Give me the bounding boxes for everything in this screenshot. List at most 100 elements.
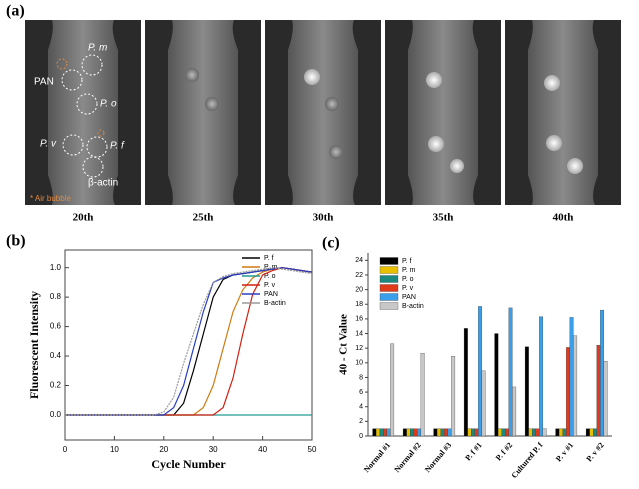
y-tick-label: 8 <box>359 374 363 381</box>
legend-label: P. v <box>402 285 414 292</box>
panel-label: (c) <box>322 235 340 252</box>
well <box>81 54 103 76</box>
bar <box>528 428 533 437</box>
legend-label: P. o <box>264 273 276 280</box>
bar <box>447 428 452 437</box>
x-tick-label: 0 <box>63 445 68 454</box>
spot <box>329 145 343 159</box>
frame-label: 20th <box>73 212 94 224</box>
legend-label: P. f <box>402 258 412 265</box>
spot <box>185 68 199 82</box>
bar <box>410 428 414 437</box>
spot <box>304 69 320 85</box>
bar <box>402 428 407 437</box>
series-line <box>65 267 313 416</box>
bar <box>497 428 502 437</box>
well-markers <box>61 54 108 178</box>
bar <box>566 347 570 437</box>
frame-label: 30th <box>313 212 334 224</box>
series-line <box>65 267 313 416</box>
y-axis-label: 40 - Ct Value <box>338 314 350 375</box>
legend-label: P. o <box>402 276 414 283</box>
bar <box>417 428 422 437</box>
bar <box>474 428 479 437</box>
y-tick-label: 0.0 <box>50 410 62 419</box>
bar <box>478 306 483 437</box>
bar <box>436 428 441 437</box>
y-tick-label: 2 <box>359 418 363 425</box>
bar <box>444 428 448 437</box>
bar <box>467 428 472 437</box>
y-tick-label: 10 <box>355 360 363 367</box>
legend-label: B-actin <box>264 300 286 307</box>
bar <box>558 428 563 437</box>
channel <box>48 20 118 205</box>
well <box>82 156 104 178</box>
frame-label: 25th <box>193 212 214 224</box>
y-tick-label: 14 <box>355 330 363 337</box>
bar <box>390 343 395 437</box>
bar <box>542 428 547 437</box>
y-tick-label: 22 <box>355 272 363 279</box>
x-tick-label: P. v #2 <box>585 441 606 464</box>
bar <box>471 428 475 437</box>
spot <box>544 75 560 91</box>
panel-label: (b) <box>6 233 26 250</box>
spot <box>205 97 219 111</box>
bar <box>524 346 529 437</box>
legend-swatch <box>379 284 399 292</box>
note: * Air bubble <box>30 194 71 203</box>
x-tick-label: Normal #1 <box>362 441 392 475</box>
bar <box>494 333 499 437</box>
spot <box>426 72 442 88</box>
target-labels: P. m PAN P. o P. v P. f β-actin <box>34 43 125 189</box>
image-frames <box>25 20 621 205</box>
bar <box>589 428 594 437</box>
target-label: PAN <box>34 77 54 88</box>
frame-label: 40th <box>553 212 574 224</box>
bar <box>600 309 605 437</box>
bar <box>562 428 567 437</box>
legend-swatch <box>379 302 399 310</box>
channel <box>408 20 478 205</box>
series-line <box>65 267 313 416</box>
x-tick-label: P. v #1 <box>554 441 575 464</box>
plot-frame <box>64 249 313 441</box>
bar <box>593 428 597 437</box>
legend-label: B-actin <box>402 303 424 310</box>
series-line <box>65 267 313 416</box>
bar <box>512 386 517 437</box>
well <box>61 69 83 91</box>
target-label: β-actin <box>88 178 118 189</box>
series-line <box>65 267 313 416</box>
target-label: P. m <box>88 43 107 54</box>
legend-label: P. f <box>264 255 274 262</box>
spot <box>450 159 464 173</box>
y-tick-label: 0.6 <box>50 322 62 331</box>
x-tick-label: Cultured P. f <box>510 440 545 480</box>
target-label: P. o <box>100 99 117 110</box>
x-tick-label: 30 <box>209 445 218 454</box>
bar <box>413 428 418 437</box>
bar <box>501 428 506 437</box>
y-tick-label: 12 <box>355 345 363 352</box>
y-tick-label: 0.8 <box>50 292 62 301</box>
target-label: P. v <box>40 139 57 150</box>
spot <box>546 135 562 151</box>
bar <box>532 428 536 437</box>
legend-label: PAN <box>402 294 416 301</box>
bar <box>505 428 509 437</box>
bar <box>573 335 578 437</box>
y-tick-label: 18 <box>355 301 363 308</box>
x-tick-label: P. f #1 <box>463 441 483 463</box>
air-bubble <box>97 129 105 137</box>
bar <box>375 428 380 437</box>
x-tick-label: Normal #3 <box>423 441 453 475</box>
y-tick-label: 0 <box>359 433 363 440</box>
bar <box>383 428 387 437</box>
legend-swatch <box>379 257 399 265</box>
well <box>86 136 108 158</box>
x-tick-label: 50 <box>308 445 317 454</box>
x-tick-label: 10 <box>110 445 119 454</box>
